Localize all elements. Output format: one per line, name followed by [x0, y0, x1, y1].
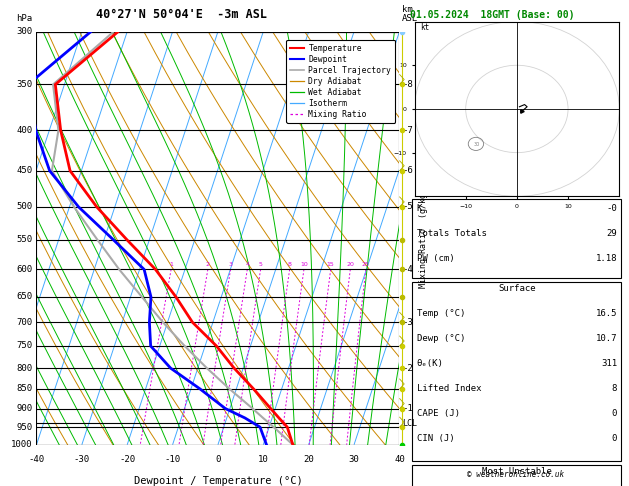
- Text: 400: 400: [16, 126, 32, 135]
- Text: 550: 550: [16, 235, 32, 244]
- Legend: Temperature, Dewpoint, Parcel Trajectory, Dry Adiabat, Wet Adiabat, Isotherm, Mi: Temperature, Dewpoint, Parcel Trajectory…: [286, 40, 396, 123]
- Text: 15: 15: [327, 262, 335, 267]
- Text: Totals Totals: Totals Totals: [416, 229, 487, 238]
- Text: Mixing Ratio  (g/kg): Mixing Ratio (g/kg): [418, 188, 428, 288]
- Text: 300: 300: [16, 27, 32, 36]
- Text: 10: 10: [258, 455, 269, 464]
- Text: 750: 750: [16, 342, 32, 350]
- Text: 40°27'N 50°04'E  -3m ASL: 40°27'N 50°04'E -3m ASL: [96, 8, 267, 21]
- Text: 950: 950: [16, 423, 32, 432]
- Text: 8: 8: [287, 262, 292, 267]
- Text: 450: 450: [16, 166, 32, 175]
- Text: LCL: LCL: [403, 419, 417, 428]
- Text: 20: 20: [347, 262, 354, 267]
- Text: -2: -2: [403, 364, 413, 373]
- Text: θₑ(K): θₑ(K): [416, 359, 443, 368]
- Text: 900: 900: [16, 404, 32, 413]
- Text: 10.7: 10.7: [596, 334, 617, 343]
- Bar: [413, 465, 621, 486]
- Text: 800: 800: [16, 364, 32, 373]
- Text: Surface: Surface: [498, 284, 536, 293]
- Text: 30: 30: [348, 455, 359, 464]
- Text: -3: -3: [403, 318, 413, 327]
- Text: PW (cm): PW (cm): [416, 254, 454, 263]
- Bar: [413, 282, 621, 461]
- Text: 29: 29: [606, 229, 617, 238]
- Text: CAPE (J): CAPE (J): [416, 409, 460, 418]
- Text: 3: 3: [228, 262, 233, 267]
- Text: 0: 0: [611, 434, 617, 443]
- Text: 650: 650: [16, 293, 32, 301]
- Text: 4: 4: [245, 262, 249, 267]
- Text: 5: 5: [259, 262, 262, 267]
- Text: km
ASL: km ASL: [403, 5, 418, 23]
- Text: 01.05.2024  18GMT (Base: 00): 01.05.2024 18GMT (Base: 00): [410, 10, 575, 19]
- Text: 16.5: 16.5: [596, 309, 617, 318]
- Text: -5: -5: [403, 202, 413, 211]
- Text: -4: -4: [403, 265, 413, 274]
- Bar: [413, 199, 621, 278]
- Text: Lifted Index: Lifted Index: [416, 384, 481, 393]
- Text: 2: 2: [206, 262, 210, 267]
- Text: 850: 850: [16, 384, 32, 394]
- Text: 350: 350: [16, 80, 32, 89]
- Text: 0: 0: [215, 455, 221, 464]
- Text: 600: 600: [16, 265, 32, 274]
- Text: CIN (J): CIN (J): [416, 434, 454, 443]
- Text: 25: 25: [362, 262, 370, 267]
- Text: 500: 500: [16, 202, 32, 211]
- Text: 0: 0: [611, 409, 617, 418]
- Text: Dewp (°C): Dewp (°C): [416, 334, 465, 343]
- Text: -30: -30: [74, 455, 90, 464]
- Text: Most Unstable: Most Unstable: [482, 467, 552, 476]
- Text: -8: -8: [403, 80, 413, 89]
- Text: 8: 8: [611, 384, 617, 393]
- Text: 40: 40: [394, 455, 405, 464]
- Text: 1000: 1000: [11, 440, 32, 449]
- Text: 1: 1: [169, 262, 173, 267]
- Text: Dewpoint / Temperature (°C): Dewpoint / Temperature (°C): [133, 476, 303, 486]
- Text: -10: -10: [165, 455, 181, 464]
- Text: Temp (°C): Temp (°C): [416, 309, 465, 318]
- Text: 20: 20: [303, 455, 314, 464]
- Text: 700: 700: [16, 318, 32, 327]
- Text: -6: -6: [403, 166, 413, 175]
- Text: 311: 311: [601, 359, 617, 368]
- Text: -40: -40: [28, 455, 45, 464]
- Text: -7: -7: [403, 126, 413, 135]
- Text: -20: -20: [119, 455, 135, 464]
- Text: K: K: [416, 205, 422, 213]
- Text: 1.18: 1.18: [596, 254, 617, 263]
- Text: -1: -1: [403, 404, 413, 413]
- Text: 10: 10: [300, 262, 308, 267]
- Text: hPa: hPa: [16, 14, 32, 23]
- Text: -0: -0: [606, 205, 617, 213]
- Text: © weatheronline.co.uk: © weatheronline.co.uk: [467, 470, 564, 479]
